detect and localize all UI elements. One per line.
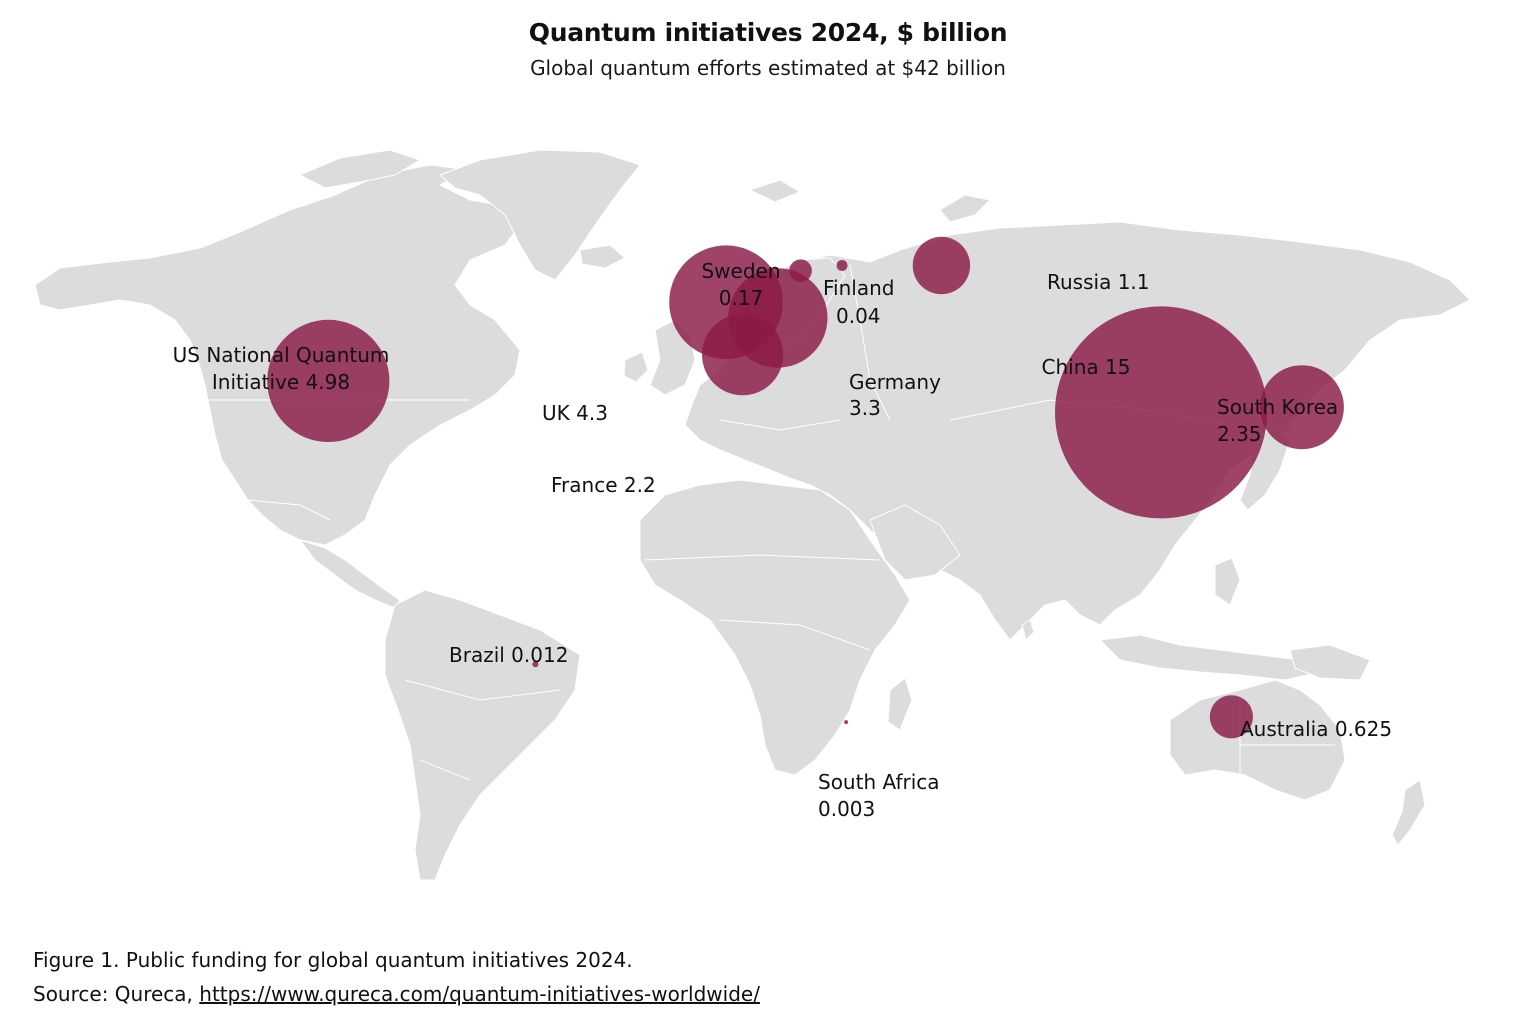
- chart-title: Quantum initiatives 2024, $ billion: [528, 18, 1008, 47]
- land-arctic-islands: [298, 149, 422, 189]
- bubble-sweden: [789, 259, 812, 283]
- label-southafrica-value: 0.003: [818, 797, 875, 821]
- land-philippines: [1214, 557, 1241, 606]
- label-southkorea-value: 2.35: [1217, 422, 1262, 446]
- label-france-name: France: [551, 473, 618, 497]
- label-brazil: Brazil 0.012: [449, 643, 568, 667]
- land-madagascar: [887, 677, 913, 731]
- label-finland-value: 0.04: [836, 304, 881, 328]
- land-greenland: [439, 149, 641, 281]
- label-france: France 2.2: [551, 473, 656, 497]
- border-africa-sahel: [644, 554, 881, 561]
- label-china-name: China: [1042, 355, 1099, 379]
- label-china-value: 15: [1105, 355, 1130, 379]
- label-southkorea-name: South Korea: [1217, 395, 1338, 419]
- land-sri-lanka: [1021, 619, 1035, 641]
- label-russia-name: Russia: [1047, 270, 1111, 294]
- label-germany-value: 3.3: [849, 396, 881, 420]
- border-africa-central: [719, 619, 871, 651]
- land-new-guinea: [1289, 644, 1371, 681]
- border-south-america-b: [419, 759, 471, 781]
- label-russia: Russia 1.1: [1047, 270, 1150, 294]
- land-ireland: [623, 351, 649, 383]
- land-central-america: [298, 539, 401, 609]
- source-line: Source: Qureca, https://www.qureca.com/q…: [33, 982, 760, 1006]
- bubble-layer: [267, 236, 1344, 739]
- label-uk: UK 4.3: [542, 401, 608, 425]
- land-indonesia: [1098, 634, 1322, 681]
- source-link[interactable]: https://www.qureca.com/quantum-initiativ…: [199, 982, 760, 1006]
- label-southafrica-name: South Africa: [818, 770, 940, 794]
- label-australia-name: Australia: [1240, 717, 1328, 741]
- label-france-value: 2.2: [624, 473, 656, 497]
- bubble-china: [1055, 306, 1267, 519]
- label-usa-name2: Initiative: [212, 370, 299, 394]
- land-arabia: [869, 504, 961, 581]
- land-africa: [639, 479, 911, 776]
- bubble-france: [702, 314, 784, 396]
- bubble-southafrica: [844, 720, 849, 725]
- land-south-america: [384, 589, 581, 881]
- label-russia-value: 1.1: [1118, 270, 1150, 294]
- label-uk-name: UK: [542, 401, 571, 425]
- label-usa-number: 4.98: [306, 370, 351, 394]
- bubble-labels: US National Quantum Initiative 4.98 UK 4…: [173, 259, 1392, 821]
- bubble-russia: [912, 236, 971, 295]
- label-usa-value: Initiative 4.98: [212, 370, 350, 394]
- land-iceland: [579, 244, 626, 269]
- label-australia: Australia 0.625: [1240, 717, 1392, 741]
- label-china: China 15: [1042, 355, 1131, 379]
- label-sweden-value: 0.17: [719, 286, 764, 310]
- bubble-southkorea: [1259, 365, 1344, 450]
- land-svalbard: [748, 179, 802, 203]
- label-brazil-value: 0.012: [511, 643, 568, 667]
- label-usa-name: US National Quantum: [173, 343, 390, 367]
- land-new-zealand: [1391, 779, 1426, 846]
- bubble-australia: [1209, 695, 1253, 739]
- label-finland-name: Finland: [823, 276, 894, 300]
- label-brazil-name: Brazil: [449, 643, 505, 667]
- border-south-america-a: [404, 679, 561, 701]
- bubble-usa: [267, 319, 390, 442]
- bubble-finland: [836, 260, 848, 271]
- border-us-mexico: [247, 499, 331, 521]
- label-germany-name: Germany: [849, 370, 941, 394]
- label-australia-value: 0.625: [1335, 717, 1392, 741]
- border-russia-west: [849, 264, 891, 421]
- chart-subtitle: Global quantum efforts estimated at $42 …: [530, 56, 1006, 80]
- land-novaya-zemlya: [939, 194, 992, 223]
- bubble-brazil: [532, 661, 539, 668]
- label-uk-value: 4.3: [576, 401, 608, 425]
- figure-caption: Figure 1. Public funding for global quan…: [33, 948, 633, 972]
- border-europe: [719, 419, 841, 431]
- source-prefix: Source: Qureca,: [33, 982, 200, 1006]
- label-sweden-name: Sweden: [701, 259, 780, 283]
